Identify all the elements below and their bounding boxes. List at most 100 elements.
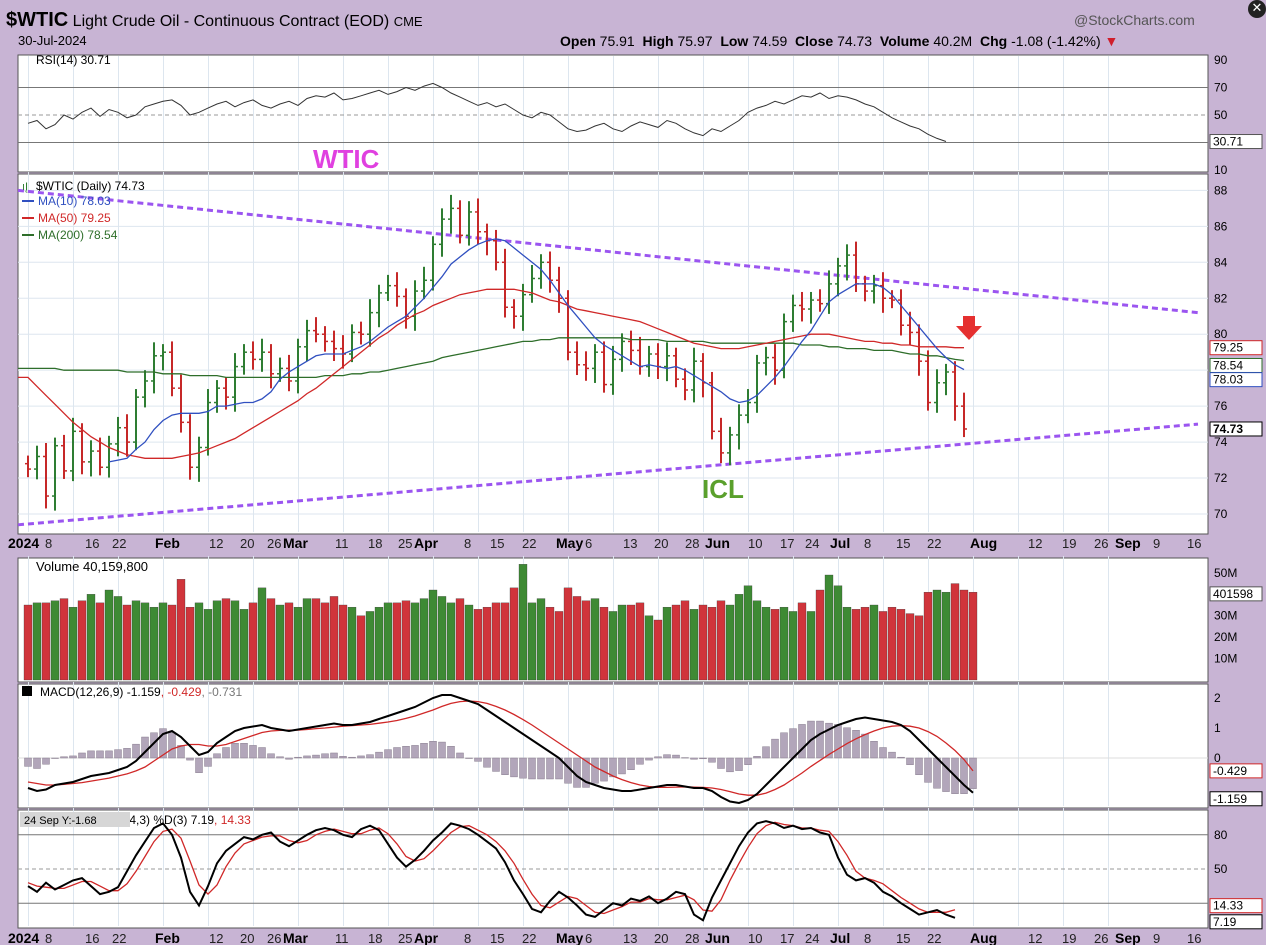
volume-bar xyxy=(914,615,924,681)
x-axis-label: Sep xyxy=(1115,930,1141,945)
volume-bar xyxy=(122,604,132,681)
price-close-value-box xyxy=(1209,421,1263,437)
ohlc-bar xyxy=(43,443,49,509)
macd-histogram-bar xyxy=(132,743,140,759)
macd-histogram-bar xyxy=(276,756,284,759)
ohlc-bar xyxy=(349,324,355,363)
x-axis-label: 26 xyxy=(1094,536,1108,551)
ohlc-bar xyxy=(160,344,166,371)
symbol: $WTIC xyxy=(6,9,69,31)
price-ytick-label: 74 xyxy=(1214,435,1228,449)
close-circle-icon[interactable]: ✕ xyxy=(1248,0,1266,18)
volume-bar xyxy=(761,606,771,681)
ohlc-bar xyxy=(916,324,922,376)
chg-value: -1.08 (-1.42%) xyxy=(1011,33,1101,49)
macd-histogram-bar xyxy=(609,757,617,778)
volume-label: Volume xyxy=(879,33,930,49)
rsi-value-label: 30.71 xyxy=(1213,135,1243,149)
volume-bar xyxy=(104,589,114,681)
ohlc-bar xyxy=(331,330,337,362)
ohlc-bar xyxy=(808,291,814,324)
ohlc-bar xyxy=(601,341,607,393)
volume-ytick-label: 50M xyxy=(1214,566,1237,580)
macd-legend-swatch xyxy=(22,686,32,696)
ohlc-bar xyxy=(475,198,481,245)
volume-bar xyxy=(707,606,717,681)
macd-histogram-bar xyxy=(186,757,194,761)
volume-bar xyxy=(41,602,51,681)
macd-histogram-bar xyxy=(330,752,338,759)
macd-histogram-bar xyxy=(906,757,914,765)
volume-bar xyxy=(86,594,96,681)
macd-histogram-bar xyxy=(528,757,536,780)
ohlc-bar xyxy=(718,417,724,464)
ohlc-bar xyxy=(448,194,454,234)
macd-histogram-bar xyxy=(321,753,329,759)
price-title: $WTIC (Daily) 74.73 xyxy=(36,179,145,193)
volume-bar xyxy=(410,602,420,681)
volume-bar xyxy=(815,589,825,681)
volume-bar xyxy=(464,604,474,681)
volume-bar xyxy=(419,598,429,681)
ohlc-bar xyxy=(817,289,823,312)
ohlc-bar xyxy=(961,392,967,438)
volume-bar xyxy=(725,604,735,681)
macd-histogram-bar xyxy=(789,728,797,759)
price-ytick-label: 70 xyxy=(1214,507,1228,521)
volume-bar xyxy=(509,587,519,681)
macd-histogram-bar xyxy=(735,757,743,771)
macd-histogram-bar xyxy=(51,757,59,759)
ohlc-bar xyxy=(52,437,58,511)
volume-bar xyxy=(671,604,681,681)
ohlc-bar xyxy=(439,208,445,257)
macd-histogram-bar xyxy=(195,757,203,773)
ohlc-bar xyxy=(124,414,130,457)
macd-histogram-bar xyxy=(771,738,779,759)
x-axis-label: Jun xyxy=(705,535,730,551)
ohlc-bar xyxy=(763,346,769,376)
volume-bar xyxy=(221,598,231,681)
macd-histogram-bar xyxy=(87,750,95,759)
volume-bar xyxy=(752,600,762,681)
x-axis-label: 26 xyxy=(267,931,281,945)
volume-bar xyxy=(689,609,699,681)
ohlc-bar xyxy=(538,254,544,289)
ohlc-bar xyxy=(502,248,508,318)
ma200-value-label: 78.54 xyxy=(1213,358,1243,372)
macd-value-box xyxy=(1209,791,1263,807)
macd-histogram-bar xyxy=(708,757,716,763)
low-value: 74.59 xyxy=(752,33,788,49)
x-axis-label: 6 xyxy=(585,536,592,551)
macd-histogram-bar xyxy=(510,757,518,778)
volume-bar xyxy=(590,598,600,681)
ohlc-bar xyxy=(61,434,67,479)
macd-histogram-bar xyxy=(348,756,356,759)
stoch-k-line xyxy=(27,820,956,922)
ohlc-bar xyxy=(907,311,913,345)
volume-bar xyxy=(869,604,879,681)
ohlc-bar xyxy=(736,404,742,450)
macd-histogram-bar xyxy=(69,755,77,759)
ohlc-bar xyxy=(223,377,229,410)
x-axis-label: Apr xyxy=(414,535,439,551)
x-axis-label: 15 xyxy=(896,931,910,945)
macd-histogram-bar xyxy=(969,757,977,789)
stoch-k-value-box xyxy=(1209,914,1263,930)
volume-ytick-label: 30M xyxy=(1214,609,1237,623)
svg-text:MACD(12,26,9) -1.159, -0.429,: MACD(12,26,9) -1.159, -0.429, -0.731 xyxy=(40,685,242,699)
x-axis-label: 6 xyxy=(585,931,592,945)
x-axis-label: May xyxy=(556,535,583,551)
ohlc-bar xyxy=(250,341,256,370)
instrument-name: Light Crude Oil - Continuous Contract (E… xyxy=(72,13,390,30)
macd-histogram-bar xyxy=(285,757,293,760)
macd-histogram-bar xyxy=(924,757,932,783)
ma200-legend: MA(200) 78.54 xyxy=(38,228,118,242)
rsi-line xyxy=(27,82,947,142)
volume-bar xyxy=(203,609,213,681)
macd-histogram-bar xyxy=(393,747,401,759)
macd-ytick-label: 0 xyxy=(1214,751,1221,765)
macd-histogram-bar xyxy=(114,749,122,759)
macd-histogram-bar xyxy=(645,757,653,761)
volume-bar xyxy=(824,574,834,681)
ohlc-bar xyxy=(934,369,940,413)
